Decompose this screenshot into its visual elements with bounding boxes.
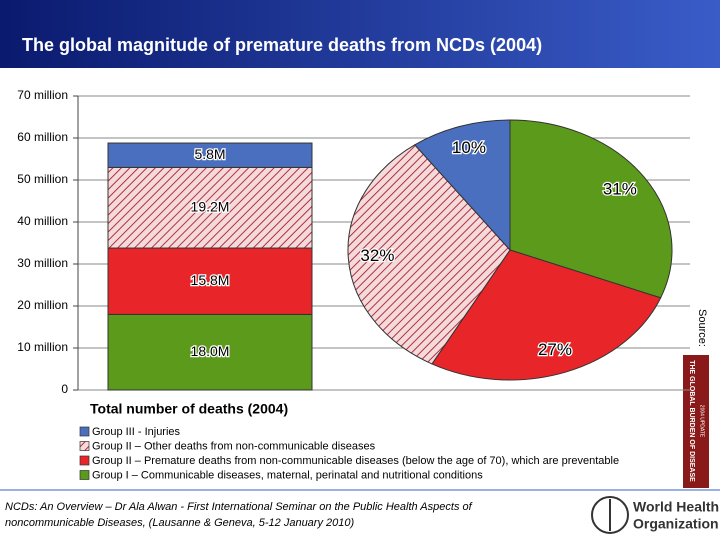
legend-swatch bbox=[79, 441, 90, 451]
y-tick-label: 40 million bbox=[17, 214, 68, 228]
pie-slice bbox=[509, 119, 673, 299]
who-emblem bbox=[591, 496, 629, 534]
pie-slice bbox=[347, 144, 511, 365]
bar-segment bbox=[107, 142, 313, 168]
bar-segment bbox=[107, 247, 313, 315]
book-cover bbox=[683, 355, 709, 488]
pie-slice bbox=[413, 119, 511, 252]
legend-label: Group II – Premature deaths from non-com… bbox=[92, 455, 619, 467]
book-subtitle: 2004 UPDATE bbox=[699, 405, 705, 438]
x-axis-title: Total number of deaths (2004) bbox=[90, 401, 288, 417]
source-label: Source: bbox=[696, 309, 708, 347]
logo-text: World Health bbox=[633, 499, 719, 515]
book-title: THE GLOBAL BURDEN OF DISEASE bbox=[688, 360, 695, 482]
y-tick-label: 10 million bbox=[17, 340, 68, 354]
citation-line: noncommunicable Diseases, (Lausanne & Ge… bbox=[5, 517, 354, 529]
data-label: 15.8M bbox=[191, 272, 230, 288]
header-band bbox=[0, 0, 720, 68]
pie-slice bbox=[431, 249, 662, 381]
data-label: 5.8M bbox=[194, 146, 225, 162]
citation-line: NCDs: An Overview – Dr Ala Alwan - First… bbox=[5, 501, 473, 513]
logo-text: Organization bbox=[633, 516, 719, 532]
bar-segment bbox=[107, 166, 313, 249]
legend-label: Group I – Communicable diseases, materna… bbox=[92, 469, 483, 481]
data-label: 32% bbox=[360, 246, 394, 265]
data-label: 19.2M bbox=[191, 198, 230, 214]
bar-segment bbox=[107, 313, 313, 391]
legend-swatch bbox=[79, 455, 90, 466]
slide-title: The global magnitude of premature deaths… bbox=[22, 35, 542, 55]
data-label: 10% bbox=[452, 138, 486, 157]
legend-label: Group III - Injuries bbox=[92, 426, 181, 438]
y-tick-label: 50 million bbox=[17, 172, 68, 186]
y-tick-label: 60 million bbox=[17, 130, 68, 144]
y-tick-label: 30 million bbox=[17, 256, 68, 270]
legend-label: Group II – Other deaths from non-communi… bbox=[92, 440, 376, 452]
data-label: 31% bbox=[603, 180, 637, 199]
y-tick-label: 70 million bbox=[17, 88, 68, 102]
y-tick-label: 20 million bbox=[17, 298, 68, 312]
y-tick-label: 0 bbox=[61, 382, 68, 396]
legend-swatch bbox=[79, 426, 90, 437]
legend-swatch bbox=[79, 470, 90, 480]
data-label: 18.0M bbox=[191, 343, 230, 359]
data-label: 27% bbox=[538, 340, 572, 359]
